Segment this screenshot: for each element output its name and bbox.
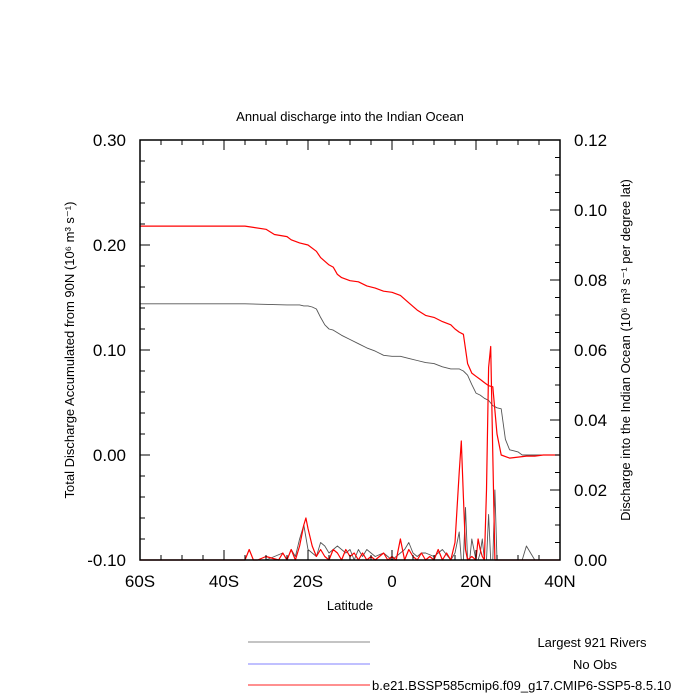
series-line-0	[140, 303, 560, 456]
x-tick-label: 20S	[293, 572, 323, 591]
legend-label: Largest 921 Rivers	[537, 635, 647, 650]
y-left-tick-label: 0.00	[93, 446, 126, 465]
y-right-tick-label: 0.02	[574, 481, 607, 500]
x-tick-label: 40S	[209, 572, 239, 591]
series-line-3	[140, 345, 560, 561]
y-left-tick-label: 0.10	[93, 341, 126, 360]
y-right-tick-labels: 0.00 0.02 0.04 0.06 0.08 0.10 0.12	[574, 131, 607, 570]
chart-title: Annual discharge into the Indian Ocean	[236, 109, 464, 124]
y-right-axis-label: Discharge into the Indian Ocean (10⁶ m³ …	[618, 179, 633, 521]
y-right-tick-label: 0.04	[574, 411, 607, 430]
axis-ticks	[139, 139, 561, 561]
y-left-tick-label: 0.20	[93, 236, 126, 255]
y-left-tick-label: -0.10	[87, 551, 126, 570]
plot-lines	[140, 225, 560, 561]
series-line-2	[140, 489, 560, 561]
x-tick-label: 40N	[544, 572, 575, 591]
legend: Largest 921 Rivers No Obs b.e21.BSSP585cmi…	[248, 635, 671, 693]
plot-frame	[139, 139, 561, 561]
legend-label: b.e21.BSSP585cmip6.f09_g17.CMIP6-SSP5-8.…	[372, 678, 671, 693]
series-line-1	[140, 225, 560, 459]
x-axis-label: Latitude	[327, 598, 373, 613]
legend-label: No Obs	[573, 657, 618, 672]
y-left-axis-label: Total Discharge Accumulated from 90N (10…	[62, 202, 77, 499]
x-tick-labels: 60S 40S 20S 0 20N 40N	[125, 572, 576, 591]
x-tick-label: 60S	[125, 572, 155, 591]
y-right-tick-label: 0.00	[574, 551, 607, 570]
y-right-tick-label: 0.06	[574, 341, 607, 360]
x-tick-label: 20N	[460, 572, 491, 591]
y-left-tick-labels: -0.10 0.00 0.10 0.20 0.30	[87, 131, 126, 570]
y-right-tick-label: 0.10	[574, 201, 607, 220]
y-right-tick-label: 0.08	[574, 271, 607, 290]
y-left-tick-label: 0.30	[93, 131, 126, 150]
y-right-tick-label: 0.12	[574, 131, 607, 150]
x-tick-label: 0	[387, 572, 396, 591]
